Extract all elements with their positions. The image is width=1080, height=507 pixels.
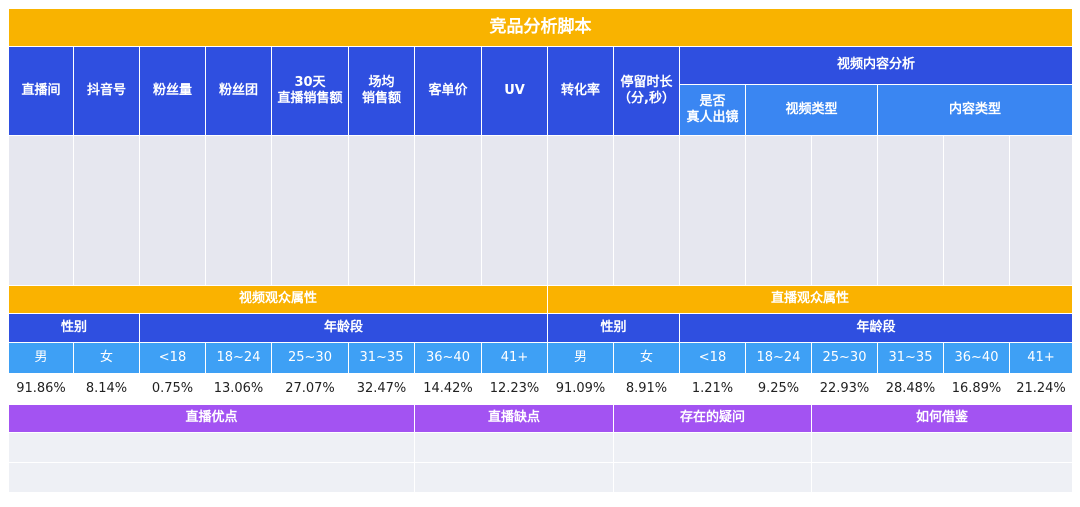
live-val-under18: 1.21% bbox=[679, 373, 746, 405]
review-questions-header: 存在的疑问 bbox=[613, 404, 812, 433]
video-audience-title: 视频观众属性 bbox=[8, 285, 548, 314]
header-followers: 粉丝量 bbox=[139, 46, 206, 136]
empty-cell[interactable] bbox=[745, 135, 812, 286]
live-cat-36-40: 36~40 bbox=[943, 342, 1010, 374]
empty-cell[interactable] bbox=[1009, 135, 1073, 286]
live-cat-41plus: 41+ bbox=[1009, 342, 1073, 374]
live-age-label: 年龄段 bbox=[679, 313, 1073, 343]
empty-cell[interactable] bbox=[613, 135, 680, 286]
header-video-content: 视频内容分析 bbox=[679, 46, 1073, 85]
review-cons-cell[interactable] bbox=[414, 462, 614, 493]
header-real-person: 是否 真人出镜 bbox=[679, 84, 746, 136]
video-cat-under18: <18 bbox=[139, 342, 206, 374]
header-douyin-id: 抖音号 bbox=[73, 46, 140, 136]
review-row bbox=[8, 462, 1073, 493]
live-val-41plus: 21.24% bbox=[1009, 373, 1073, 405]
video-cat-36-40: 36~40 bbox=[414, 342, 482, 374]
review-pros-cell[interactable] bbox=[8, 462, 415, 493]
empty-cell[interactable] bbox=[679, 135, 746, 286]
review-learn-cell[interactable] bbox=[811, 432, 1073, 463]
review-learn-header: 如何借鉴 bbox=[811, 404, 1073, 433]
header-30day-sales: 30天 直播销售额 bbox=[271, 46, 349, 136]
header-live-room: 直播间 bbox=[8, 46, 74, 136]
header-conversion: 转化率 bbox=[547, 46, 614, 136]
empty-cell[interactable] bbox=[811, 135, 878, 286]
header-fan-club: 粉丝团 bbox=[205, 46, 272, 136]
video-val-25-30: 27.07% bbox=[271, 373, 349, 405]
header-avg-sales: 场均 销售额 bbox=[348, 46, 415, 136]
live-cat-male: 男 bbox=[547, 342, 614, 374]
review-pros-cell[interactable] bbox=[8, 432, 415, 463]
analysis-table: 竞品分析脚本 直播间 抖音号 粉丝量 粉丝团 30天 直播销售额 场均 销售额 … bbox=[8, 8, 1073, 493]
empty-cell[interactable] bbox=[139, 135, 206, 286]
empty-cell[interactable] bbox=[348, 135, 415, 286]
sheet-title: 竞品分析脚本 bbox=[8, 8, 1073, 47]
review-questions-cell[interactable] bbox=[613, 432, 812, 463]
live-cat-25-30: 25~30 bbox=[811, 342, 878, 374]
live-val-male: 91.09% bbox=[547, 373, 614, 405]
video-val-18-24: 13.06% bbox=[205, 373, 272, 405]
video-val-41plus: 12.23% bbox=[481, 373, 548, 405]
video-cat-41plus: 41+ bbox=[481, 342, 548, 374]
empty-cell[interactable] bbox=[8, 135, 74, 286]
video-cat-31-35: 31~35 bbox=[348, 342, 415, 374]
review-cons-header: 直播缺点 bbox=[414, 404, 614, 433]
review-row bbox=[8, 432, 1073, 463]
review-pros-header: 直播优点 bbox=[8, 404, 415, 433]
live-val-female: 8.91% bbox=[613, 373, 680, 405]
live-val-18-24: 9.25% bbox=[745, 373, 812, 405]
empty-cell[interactable] bbox=[943, 135, 1010, 286]
video-age-label: 年龄段 bbox=[139, 313, 548, 343]
review-learn-cell[interactable] bbox=[811, 462, 1073, 493]
video-cat-female: 女 bbox=[73, 342, 140, 374]
empty-cell[interactable] bbox=[73, 135, 140, 286]
live-val-25-30: 22.93% bbox=[811, 373, 878, 405]
live-audience-title: 直播观众属性 bbox=[547, 285, 1073, 314]
empty-cell[interactable] bbox=[271, 135, 349, 286]
empty-cell[interactable] bbox=[414, 135, 482, 286]
review-questions-cell[interactable] bbox=[613, 462, 812, 493]
video-val-36-40: 14.42% bbox=[414, 373, 482, 405]
live-val-31-35: 28.48% bbox=[877, 373, 944, 405]
live-cat-31-35: 31~35 bbox=[877, 342, 944, 374]
live-cat-female: 女 bbox=[613, 342, 680, 374]
empty-cell[interactable] bbox=[205, 135, 272, 286]
header-uv: UV bbox=[481, 46, 548, 136]
header-content-type: 内容类型 bbox=[877, 84, 1073, 136]
live-cat-under18: <18 bbox=[679, 342, 746, 374]
empty-cell[interactable] bbox=[877, 135, 944, 286]
video-gender-label: 性别 bbox=[8, 313, 140, 343]
review-cons-cell[interactable] bbox=[414, 432, 614, 463]
video-val-male: 91.86% bbox=[8, 373, 74, 405]
competitor-analysis-sheet: 竞品分析脚本 直播间 抖音号 粉丝量 粉丝团 30天 直播销售额 场均 销售额 … bbox=[8, 8, 1073, 493]
category-row: 男 女 <18 18~24 25~30 31~35 36~40 41+ 男 女 … bbox=[8, 342, 1073, 374]
live-gender-label: 性别 bbox=[547, 313, 680, 343]
live-val-36-40: 16.89% bbox=[943, 373, 1010, 405]
video-val-female: 8.14% bbox=[73, 373, 140, 405]
video-cat-male: 男 bbox=[8, 342, 74, 374]
empty-cell[interactable] bbox=[547, 135, 614, 286]
value-row: 91.86% 8.14% 0.75% 13.06% 27.07% 32.47% … bbox=[8, 373, 1073, 405]
empty-data-row bbox=[8, 135, 1073, 286]
video-val-31-35: 32.47% bbox=[348, 373, 415, 405]
live-cat-18-24: 18~24 bbox=[745, 342, 812, 374]
video-val-under18: 0.75% bbox=[139, 373, 206, 405]
video-cat-25-30: 25~30 bbox=[271, 342, 349, 374]
empty-cell[interactable] bbox=[481, 135, 548, 286]
video-cat-18-24: 18~24 bbox=[205, 342, 272, 374]
header-unit-price: 客单价 bbox=[414, 46, 482, 136]
header-video-type: 视频类型 bbox=[745, 84, 878, 136]
header-stay-duration: 停留时长 （分,秒） bbox=[613, 46, 680, 136]
